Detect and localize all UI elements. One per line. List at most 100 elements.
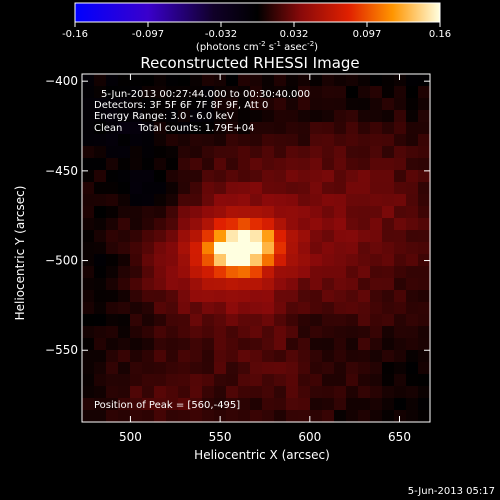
- heatmap-cell: [226, 350, 239, 363]
- heatmap-cell: [322, 134, 335, 147]
- heatmap-cell: [190, 134, 203, 147]
- heatmap-cell: [346, 230, 359, 243]
- heatmap-cell: [370, 86, 383, 99]
- heatmap-cell: [166, 290, 179, 303]
- heatmap-cell: [250, 266, 263, 279]
- heatmap-cell: [322, 398, 335, 411]
- heatmap-cell: [334, 218, 347, 231]
- heatmap-cell: [382, 206, 395, 219]
- heatmap-cell: [94, 74, 107, 87]
- heatmap-cell: [418, 314, 431, 327]
- heatmap-cell: [382, 350, 395, 363]
- heatmap-cell: [346, 350, 359, 363]
- heatmap-cell: [382, 218, 395, 231]
- heatmap-cell: [250, 74, 263, 87]
- heatmap-cell: [178, 158, 191, 171]
- heatmap-cell: [202, 254, 215, 267]
- heatmap-cell: [406, 302, 419, 315]
- heatmap-cell: [286, 410, 299, 423]
- heatmap-cell: [370, 110, 383, 123]
- heatmap-cell: [406, 74, 419, 87]
- heatmap-cell: [370, 398, 383, 411]
- heatmap-cell: [382, 326, 395, 339]
- heatmap-cell: [370, 194, 383, 207]
- heatmap-cell: [226, 302, 239, 315]
- heatmap-cell: [262, 362, 275, 375]
- heatmap-cell: [358, 374, 371, 387]
- heatmap-cell: [154, 170, 167, 183]
- heatmap-cell: [130, 158, 143, 171]
- heatmap-cell: [214, 110, 227, 123]
- heatmap-cell: [310, 170, 323, 183]
- heatmap-cell: [394, 206, 407, 219]
- heatmap-cell: [262, 326, 275, 339]
- heatmap-cell: [274, 362, 287, 375]
- heatmap-cell: [322, 230, 335, 243]
- heatmap-cell: [178, 266, 191, 279]
- heatmap-cell: [178, 182, 191, 195]
- heatmap-cell: [166, 134, 179, 147]
- heatmap-cell: [298, 278, 311, 291]
- heatmap-cell: [418, 242, 431, 255]
- heatmap-cell: [178, 362, 191, 375]
- heatmap-cell: [94, 410, 107, 423]
- heatmap-cell: [226, 146, 239, 159]
- heatmap-cell: [262, 158, 275, 171]
- heatmap-cell: [238, 86, 251, 99]
- heatmap-cell: [358, 230, 371, 243]
- heatmap-cell: [382, 86, 395, 99]
- colorbar: -0.16 -0.097 -0.032 0.032 0.097 0.16 (photons…: [62, 2, 451, 53]
- heatmap-cell: [154, 134, 167, 147]
- heatmap-cell: [130, 110, 143, 123]
- heatmap-cell: [118, 326, 131, 339]
- heatmap-cell: [214, 86, 227, 99]
- heatmap-cell: [346, 74, 359, 87]
- heatmap-cell: [250, 242, 263, 255]
- x-tick-label: 650: [388, 430, 411, 444]
- heatmap-cell: [214, 326, 227, 339]
- heatmap-cell: [166, 314, 179, 327]
- heatmap-cell: [190, 110, 203, 123]
- heatmap-cell: [106, 170, 119, 183]
- heatmap-cell: [418, 134, 431, 147]
- heatmap-cell: [370, 146, 383, 159]
- heatmap-cell: [274, 410, 287, 423]
- heatmap-cell: [118, 206, 131, 219]
- heatmap-cell: [334, 278, 347, 291]
- heatmap-cell: [418, 122, 431, 135]
- heatmap-cell: [382, 302, 395, 315]
- heatmap-cell: [238, 326, 251, 339]
- heatmap-cell: [226, 326, 239, 339]
- heatmap-cell: [106, 242, 119, 255]
- heatmap-cell: [238, 242, 251, 255]
- heatmap-cell: [322, 278, 335, 291]
- heatmap-cell: [82, 350, 95, 363]
- heatmap-cell: [394, 146, 407, 159]
- heatmap-cell: [238, 398, 251, 411]
- heatmap-cell: [214, 218, 227, 231]
- heatmap-cell: [346, 158, 359, 171]
- heatmap-cell: [322, 302, 335, 315]
- heatmap-cell: [370, 278, 383, 291]
- heatmap-cell: [82, 266, 95, 279]
- heatmap-cell: [106, 98, 119, 111]
- heatmap-cell: [214, 170, 227, 183]
- heatmap-cell: [106, 302, 119, 315]
- heatmap-cell: [106, 194, 119, 207]
- heatmap-cell: [106, 134, 119, 147]
- heatmap-cell: [190, 74, 203, 87]
- heatmap-cell: [214, 122, 227, 135]
- heatmap-cell: [262, 254, 275, 267]
- heatmap-cell: [94, 230, 107, 243]
- heatmap-cell: [286, 290, 299, 303]
- colorbar-tick-label: 0.032: [280, 29, 309, 40]
- heatmap-cell: [262, 302, 275, 315]
- heatmap-cell: [286, 374, 299, 387]
- heatmap-cell: [178, 290, 191, 303]
- heatmap-cell: [274, 386, 287, 399]
- heatmap-cell: [346, 386, 359, 399]
- heatmap-cell: [298, 254, 311, 267]
- heatmap-cell: [154, 278, 167, 291]
- heatmap-cell: [334, 146, 347, 159]
- heatmap-cell: [322, 338, 335, 351]
